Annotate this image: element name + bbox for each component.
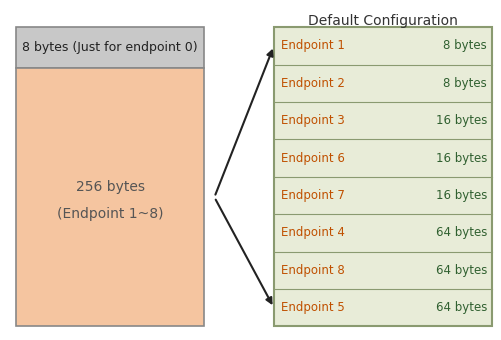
Text: 8 bytes: 8 bytes [442, 39, 486, 52]
Text: 64 bytes: 64 bytes [435, 301, 486, 314]
FancyBboxPatch shape [274, 27, 491, 326]
Text: Default Configuration: Default Configuration [308, 14, 457, 28]
FancyBboxPatch shape [16, 27, 204, 68]
Text: Endpoint 1: Endpoint 1 [281, 39, 345, 52]
Text: 16 bytes: 16 bytes [435, 189, 486, 202]
Text: 8 bytes: 8 bytes [442, 77, 486, 90]
Text: Endpoint 7: Endpoint 7 [281, 189, 345, 202]
Text: 16 bytes: 16 bytes [435, 114, 486, 127]
Text: Endpoint 2: Endpoint 2 [281, 77, 345, 90]
Text: 64 bytes: 64 bytes [435, 226, 486, 239]
Text: Endpoint 3: Endpoint 3 [281, 114, 344, 127]
Text: 8 bytes (Just for endpoint 0): 8 bytes (Just for endpoint 0) [23, 41, 198, 54]
Text: 16 bytes: 16 bytes [435, 152, 486, 165]
FancyBboxPatch shape [16, 68, 204, 326]
Text: (Endpoint 1~8): (Endpoint 1~8) [57, 207, 163, 221]
Text: Endpoint 6: Endpoint 6 [281, 152, 345, 165]
Text: Endpoint 4: Endpoint 4 [281, 226, 345, 239]
Text: 64 bytes: 64 bytes [435, 264, 486, 277]
Text: 256 bytes: 256 bytes [76, 180, 144, 194]
Text: Endpoint 5: Endpoint 5 [281, 301, 344, 314]
Text: Endpoint 8: Endpoint 8 [281, 264, 344, 277]
